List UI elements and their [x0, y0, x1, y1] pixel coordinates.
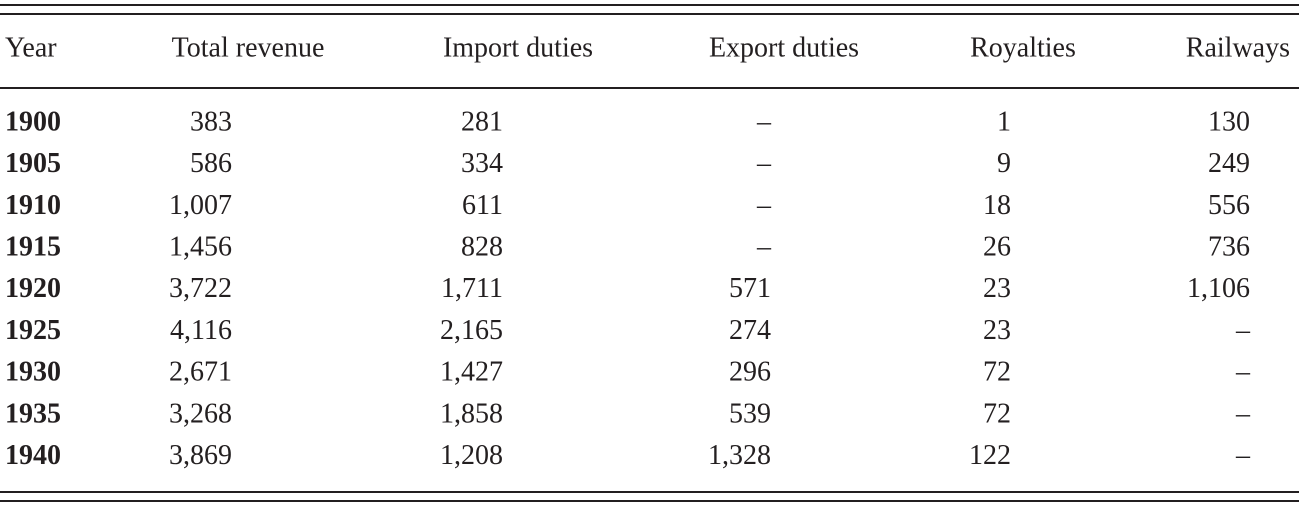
cell: 3,869: [169, 440, 232, 471]
cell: 26: [983, 232, 1011, 263]
cell: –: [756, 106, 772, 137]
cell: –: [756, 148, 772, 179]
row-year: 1940: [5, 440, 61, 471]
cell: 571: [729, 273, 771, 304]
row-year: 1925: [5, 315, 61, 346]
cell: –: [1235, 357, 1251, 388]
cell: –: [1235, 315, 1251, 346]
cell: 1,427: [440, 357, 503, 388]
cell: 72: [983, 398, 1011, 429]
cell: 1,328: [708, 440, 771, 471]
column-header: Import duties: [443, 32, 593, 63]
cell: 72: [983, 357, 1011, 388]
cell: 1,711: [441, 273, 503, 304]
cell: 4,116: [170, 315, 232, 346]
cell: 828: [461, 232, 503, 263]
cell: –: [1235, 398, 1251, 429]
cell: 539: [729, 398, 771, 429]
cell: 9: [997, 148, 1011, 179]
cell: –: [756, 232, 772, 263]
cell: 249: [1208, 148, 1250, 179]
cell: 274: [729, 315, 771, 346]
cell: 3,268: [169, 398, 232, 429]
column-header: Railways: [1186, 32, 1290, 63]
cell: 1,106: [1187, 273, 1250, 304]
row-year: 1900: [5, 106, 61, 137]
column-header: Year: [5, 32, 57, 63]
cell: 296: [729, 357, 771, 388]
row-year: 1905: [5, 148, 61, 179]
row-year: 1920: [5, 273, 61, 304]
cell: –: [1235, 440, 1251, 471]
cell: 383: [190, 106, 232, 137]
cell: 1,858: [440, 398, 503, 429]
row-year: 1935: [5, 398, 61, 429]
cell: 3,722: [169, 273, 232, 304]
column-header: Royalties: [970, 32, 1076, 63]
cell: 18: [983, 190, 1011, 221]
cell: 23: [983, 315, 1011, 346]
cell: 1: [997, 106, 1011, 137]
cell: 1,456: [169, 232, 232, 263]
cell: 1,007: [169, 190, 232, 221]
column-header: Total revenue: [172, 32, 325, 63]
cell: 1,208: [440, 440, 503, 471]
cell: 122: [969, 440, 1011, 471]
cell: 2,671: [169, 357, 232, 388]
cell: 281: [461, 106, 503, 137]
cell: 556: [1208, 190, 1250, 221]
row-year: 1910: [5, 190, 61, 221]
column-header: Export duties: [709, 32, 859, 63]
cell: 736: [1208, 232, 1250, 263]
row-year: 1915: [5, 232, 61, 263]
cell: 23: [983, 273, 1011, 304]
cell: 130: [1208, 106, 1250, 137]
cell: 2,165: [440, 315, 503, 346]
cell: 334: [461, 148, 503, 179]
cell: 611: [462, 190, 503, 221]
cell: 586: [190, 148, 232, 179]
row-year: 1930: [5, 357, 61, 388]
cell: –: [756, 190, 772, 221]
